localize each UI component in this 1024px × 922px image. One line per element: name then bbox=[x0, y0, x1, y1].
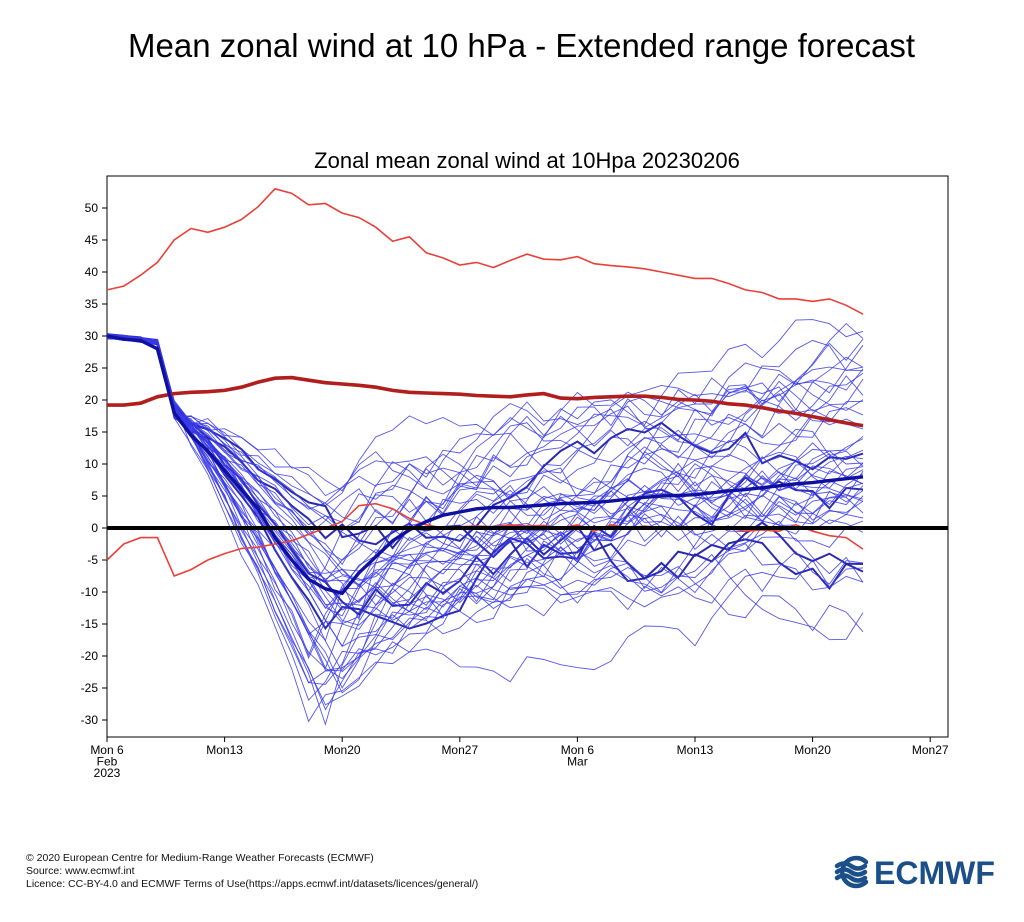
chart-title: Zonal mean zonal wind at 10Hpa 20230206 bbox=[314, 148, 740, 173]
ensemble-member-line bbox=[106, 319, 864, 524]
x-tick-label: Mon13 bbox=[677, 743, 714, 757]
ensemble-member-line bbox=[106, 335, 864, 633]
y-tick-label: -5 bbox=[87, 553, 98, 567]
y-tick-label: 20 bbox=[85, 393, 99, 407]
x-tick-label: Mar bbox=[567, 755, 588, 769]
ensemble-member-line bbox=[106, 335, 864, 689]
ensemble-member-line bbox=[106, 335, 864, 726]
ensemble-member-line bbox=[106, 336, 864, 685]
ensemble-member-line bbox=[106, 337, 864, 618]
ensemble-member-line bbox=[106, 334, 864, 603]
source-text: Source: www.ecmwf.int bbox=[26, 865, 135, 877]
climatology-max-line bbox=[106, 187, 864, 315]
ecmwf-logo-text: ECMWF bbox=[874, 855, 995, 891]
y-tick-label: 10 bbox=[85, 457, 99, 471]
copyright-text: © 2020 European Centre for Medium-Range … bbox=[26, 852, 374, 864]
x-tick-label: Mon 6 bbox=[561, 743, 595, 757]
ecmwf-logo: ECMWF bbox=[834, 855, 995, 891]
page-title: Mean zonal wind at 10 hPa - Extended ran… bbox=[128, 27, 915, 64]
ensemble-members bbox=[106, 319, 864, 726]
ensemble-mean-line bbox=[106, 334, 864, 596]
ensemble-member-line bbox=[106, 336, 864, 723]
ensemble-member-line bbox=[106, 333, 864, 592]
x-tick-label: Mon20 bbox=[324, 743, 361, 757]
climatology-mean-line bbox=[107, 375, 864, 428]
ensemble-member-line bbox=[106, 335, 864, 566]
y-tick-label: -30 bbox=[81, 713, 99, 727]
y-tick-label: 50 bbox=[85, 201, 99, 215]
y-tick-label: 45 bbox=[85, 233, 99, 247]
ensemble-member-line bbox=[106, 335, 864, 582]
y-tick-label: -15 bbox=[81, 617, 99, 631]
ensemble-member-line bbox=[107, 337, 864, 611]
x-tick-label: Mon13 bbox=[206, 743, 243, 757]
plot-frame bbox=[106, 175, 949, 738]
y-tick-label: 40 bbox=[85, 265, 99, 279]
x-tick-label: Mon27 bbox=[912, 743, 949, 757]
y-tick-label: 0 bbox=[91, 521, 98, 535]
y-tick-label: -25 bbox=[81, 681, 99, 695]
ensemble-member-line bbox=[106, 337, 864, 711]
x-tick-label: Mon 6 bbox=[90, 743, 124, 757]
ensemble-member-line bbox=[106, 337, 864, 546]
ensemble-member-line bbox=[106, 333, 864, 684]
x-tick-label: Feb bbox=[97, 755, 118, 769]
x-tick-label: Mon27 bbox=[441, 743, 478, 757]
y-tick-label: 25 bbox=[85, 361, 99, 375]
x-tick-label: 2023 bbox=[94, 766, 121, 780]
y-tick-label: 35 bbox=[85, 297, 99, 311]
ensemble-member-line bbox=[106, 333, 864, 572]
footer: © 2020 European Centre for Medium-Range … bbox=[26, 852, 478, 891]
ensemble-member-line bbox=[106, 335, 864, 660]
ensemble-member-line bbox=[106, 334, 864, 526]
y-tick-label: -20 bbox=[81, 649, 99, 663]
ensemble-member-line bbox=[106, 333, 864, 635]
ensemble-member-line bbox=[106, 333, 864, 507]
ensemble-member-line bbox=[106, 336, 864, 497]
ensemble-member-line bbox=[106, 337, 864, 611]
y-tick-label: 15 bbox=[85, 425, 99, 439]
y-tick-label: -10 bbox=[81, 585, 99, 599]
ensemble-member-line bbox=[106, 335, 864, 670]
x-tick-label: Mon20 bbox=[794, 743, 831, 757]
ensemble-member-line bbox=[106, 337, 864, 694]
zonal-wind-chart: Zonal mean zonal wind at 10Hpa 20230206 … bbox=[81, 148, 949, 780]
ensemble-member-line bbox=[106, 336, 864, 702]
ensemble-member-line bbox=[106, 335, 864, 561]
licence-text: Licence: CC-BY-4.0 and ECMWF Terms of Us… bbox=[26, 878, 479, 890]
ecmwf-logo-icon bbox=[834, 855, 869, 889]
ensemble-member-line bbox=[106, 335, 864, 554]
ensemble-member-line bbox=[106, 336, 864, 617]
ensemble-member-line bbox=[106, 335, 864, 671]
y-tick-label: 5 bbox=[91, 489, 98, 503]
y-tick-label: 30 bbox=[85, 329, 99, 343]
ensemble-member-line bbox=[106, 334, 864, 532]
